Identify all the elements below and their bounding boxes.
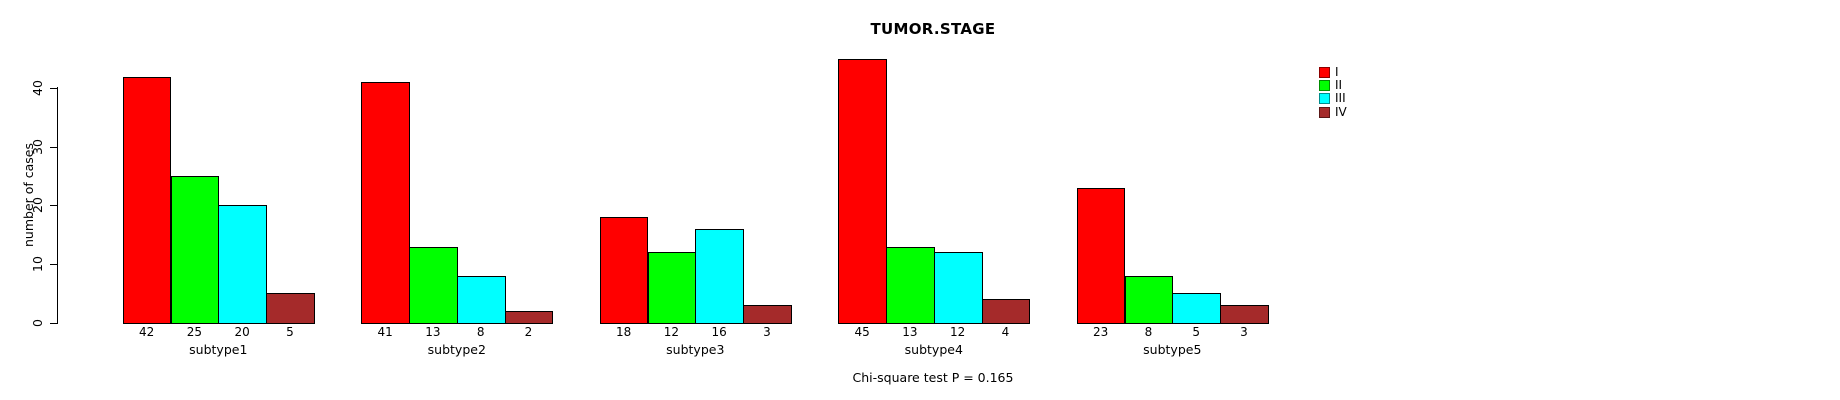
bar-value-label: 12 bbox=[950, 325, 966, 339]
bar-stage-I-subtype1 bbox=[122, 76, 172, 324]
bar-value-label: 41 bbox=[377, 325, 393, 339]
bar-value-label: 5 bbox=[286, 325, 294, 339]
bar-value-label: 4 bbox=[1001, 325, 1010, 339]
y-axis-tick bbox=[50, 264, 57, 266]
y-axis-tick-label: 0 bbox=[29, 318, 45, 327]
bar-value-label: 12 bbox=[663, 325, 680, 339]
bar-stage-II-subtype2 bbox=[409, 246, 458, 324]
bar-stage-III-subtype2 bbox=[456, 275, 506, 324]
bar-value-label: 20 bbox=[234, 325, 250, 339]
bar-stage-II-subtype3 bbox=[647, 252, 697, 324]
legend-swatch-icon bbox=[1319, 67, 1330, 79]
legend-item: IV bbox=[1319, 106, 1347, 118]
bar-value-label: 8 bbox=[476, 325, 485, 339]
legend-item-label: I bbox=[1335, 65, 1339, 80]
legend-item: II bbox=[1319, 78, 1347, 93]
bar-stage-IV-subtype4 bbox=[981, 299, 1031, 324]
legend-item: I bbox=[1319, 65, 1347, 80]
bar-stage-IV-subtype5 bbox=[1220, 305, 1269, 324]
bar-stage-III-subtype5 bbox=[1172, 293, 1222, 324]
chi-square-annotation: Chi-square test P = 0.165 bbox=[852, 370, 1014, 385]
x-axis-category-label: subtype2 bbox=[427, 342, 486, 357]
bar-stage-II-subtype4 bbox=[886, 246, 935, 324]
bar-stage-II-subtype5 bbox=[1124, 275, 1174, 324]
bar-value-label: 23 bbox=[1092, 325, 1109, 339]
legend-swatch-icon bbox=[1319, 106, 1330, 118]
y-axis-tick bbox=[50, 205, 57, 207]
bar-stage-I-subtype2 bbox=[361, 82, 410, 324]
bar-value-label: 3 bbox=[763, 325, 771, 339]
bar-value-label: 5 bbox=[1192, 325, 1201, 339]
bar-value-label: 2 bbox=[524, 325, 533, 339]
bar-stage-III-subtype1 bbox=[218, 205, 268, 324]
legend-item-label: III bbox=[1335, 91, 1346, 106]
bar-stage-I-subtype3 bbox=[599, 217, 649, 324]
bar-value-label: 8 bbox=[1144, 325, 1153, 339]
bar-stage-II-subtype1 bbox=[170, 176, 220, 324]
bar-value-label: 3 bbox=[1240, 325, 1248, 339]
x-axis-category-label: subtype3 bbox=[666, 342, 725, 357]
y-axis-tick-label: 10 bbox=[29, 256, 45, 273]
x-axis-category-label: subtype1 bbox=[189, 342, 248, 357]
bar-stage-I-subtype4 bbox=[838, 58, 887, 324]
legend-item-label: IV bbox=[1335, 104, 1347, 119]
y-axis-tick-label: 40 bbox=[29, 80, 45, 97]
y-axis-tick-label: 30 bbox=[29, 138, 45, 155]
legend: I II III IV bbox=[1319, 65, 1347, 119]
bar-value-label: 45 bbox=[854, 325, 870, 339]
bar-stage-III-subtype3 bbox=[695, 228, 745, 324]
legend-swatch-icon bbox=[1319, 80, 1330, 92]
x-axis-category-label: subtype4 bbox=[904, 342, 963, 357]
bar-stage-IV-subtype3 bbox=[743, 305, 792, 324]
y-axis-tick bbox=[50, 322, 57, 324]
y-axis-line bbox=[57, 87, 58, 324]
y-axis-tick bbox=[50, 146, 57, 148]
bar-value-label: 42 bbox=[138, 325, 155, 339]
x-axis-category-label: subtype5 bbox=[1143, 342, 1202, 357]
bar-value-label: 18 bbox=[615, 325, 632, 339]
bar-stage-IV-subtype1 bbox=[266, 293, 315, 324]
bar-value-label: 25 bbox=[186, 325, 203, 339]
bar-stage-III-subtype4 bbox=[933, 252, 983, 324]
bar-value-label: 13 bbox=[425, 325, 441, 339]
legend-swatch-icon bbox=[1319, 93, 1330, 105]
chart-title: TUMOR.STAGE bbox=[870, 20, 996, 38]
y-axis-tick-label: 20 bbox=[29, 197, 45, 214]
y-axis-tick bbox=[50, 88, 57, 90]
bar-value-label: 16 bbox=[711, 325, 727, 339]
legend-item-label: II bbox=[1335, 78, 1343, 93]
bar-stage-IV-subtype2 bbox=[504, 310, 554, 324]
bar-value-label: 13 bbox=[902, 325, 918, 339]
bar-stage-I-subtype5 bbox=[1076, 187, 1126, 324]
legend-item: III bbox=[1319, 91, 1347, 106]
